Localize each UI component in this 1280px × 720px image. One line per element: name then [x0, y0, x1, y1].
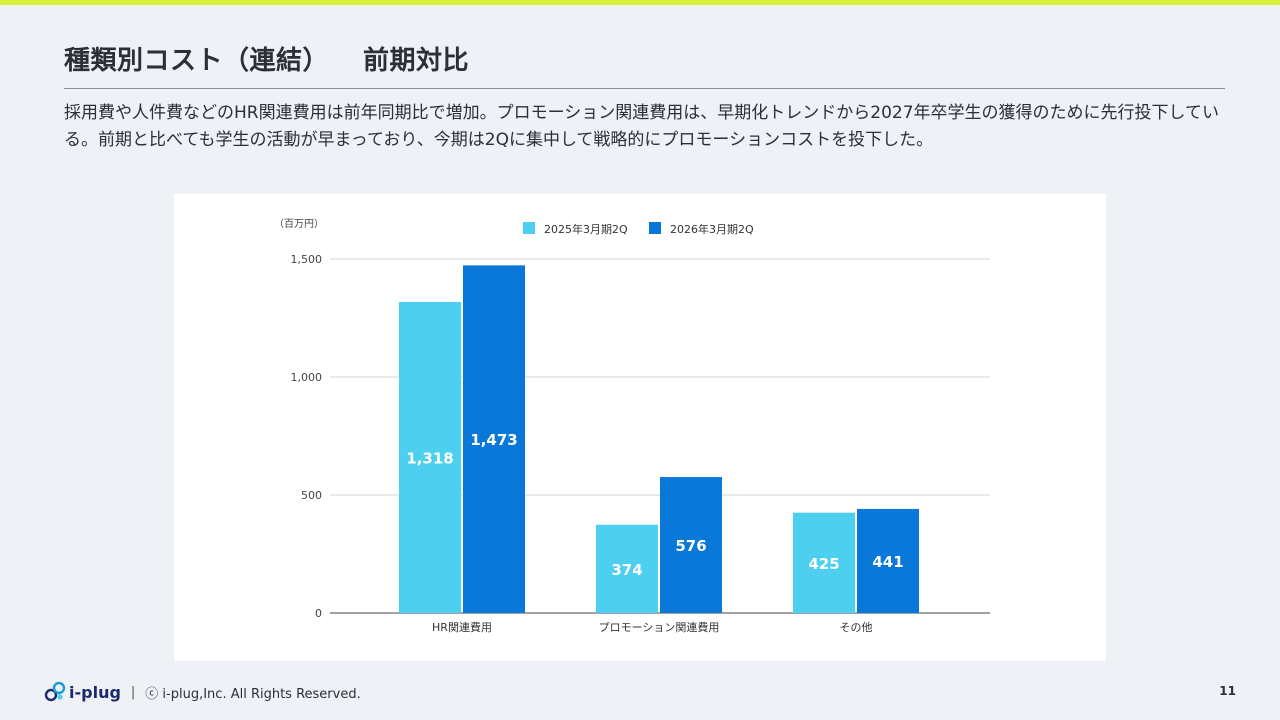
bar: [399, 301, 461, 613]
bar: [660, 477, 722, 613]
footer: i-plug | ⓒ i-plug,Inc. All Rights Reserv…: [44, 680, 361, 704]
accent-top-bar: [0, 0, 1280, 5]
bar: [857, 508, 919, 613]
slide-title: 種類別コスト（連結） 前期対比: [64, 40, 469, 77]
bar: [596, 524, 658, 613]
legend-label: 2026年3月期2Q: [670, 222, 754, 236]
x-category-label: プロモーション関連費用: [599, 620, 720, 634]
slide-description: 採用費や人件費などのHR関連費用は前年同期比で増加。プロモーション関連費用は、早…: [64, 103, 1220, 150]
legend-swatch: [649, 222, 661, 234]
y-tick-label: 0: [315, 607, 322, 620]
bar-value-label: 1,473: [470, 431, 517, 449]
legend-swatch: [523, 222, 535, 234]
bar-value-label: 425: [808, 555, 839, 573]
bar-value-label: 1,318: [406, 449, 453, 467]
copyright-text: ⓒ i-plug,Inc. All Rights Reserved.: [145, 686, 361, 702]
slide-title-main: 種類別コスト（連結）: [64, 46, 330, 76]
slide-title-sub: 前期対比: [363, 46, 470, 76]
bar-chart: 0 500 1,000 1,500 （百万円） 2025年3月期2Q 2026年3月期2Q 1…: [274, 218, 990, 634]
y-tick-label: 1,500: [291, 253, 323, 266]
x-category-label: HR関連費用: [432, 620, 492, 634]
chart-card: 0 500 1,000 1,500 （百万円） 2025年3月期2Q 2026年3月期2Q 1…: [174, 194, 1106, 661]
y-tick-label: 1,000: [291, 371, 323, 384]
footer-separator: |: [130, 684, 136, 700]
y-unit-label: （百万円）: [274, 218, 324, 230]
title-divider: [64, 88, 1225, 89]
company-logo: i-plug: [44, 681, 121, 703]
logo-text: i-plug: [69, 682, 121, 702]
x-category-label: その他: [840, 621, 873, 634]
bar-value-label: 374: [611, 561, 642, 579]
bar: [793, 512, 855, 613]
i-plug-logo-icon: [44, 681, 66, 702]
y-tick-label: 500: [301, 489, 322, 502]
bar: [463, 265, 525, 613]
bar-value-label: 441: [872, 553, 903, 571]
bar-value-label: 576: [675, 537, 706, 555]
legend-label: 2025年3月期2Q: [544, 222, 628, 236]
page-number: 11: [1219, 684, 1236, 698]
